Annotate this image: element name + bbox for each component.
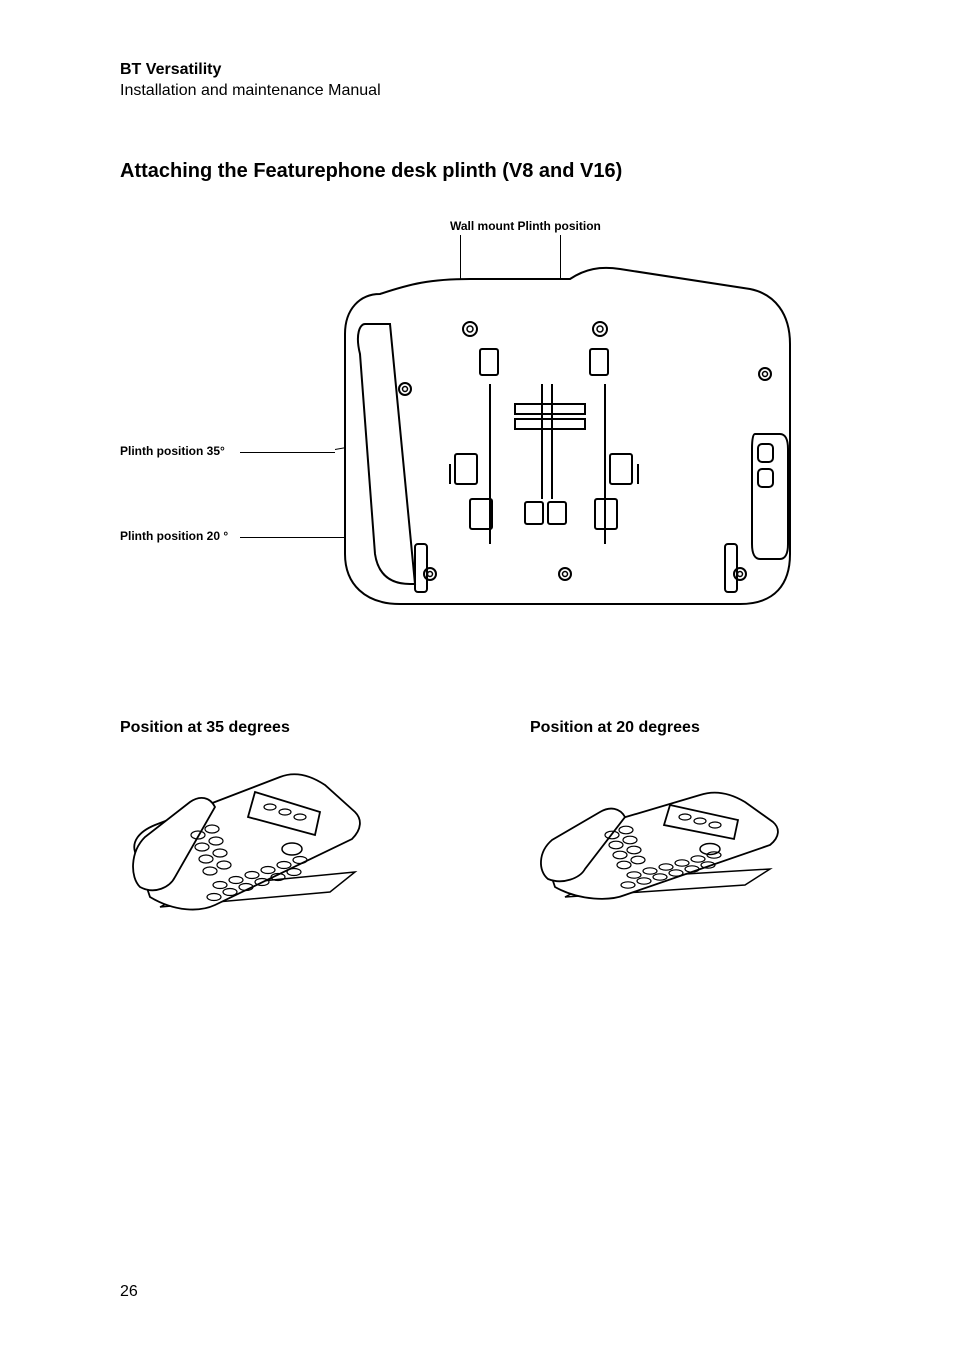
pos20-title: Position at 20 degrees: [530, 719, 780, 737]
phone-35-illustration: [120, 757, 370, 927]
phone-20-illustration: [530, 757, 780, 927]
header-product: BT Versatility: [120, 60, 859, 81]
plinth-diagram: Wall mount Plinth position Plinth positi…: [120, 219, 840, 649]
section-heading: Attaching the Featurephone desk plinth (…: [120, 160, 859, 183]
pos35-title: Position at 35 degrees: [120, 719, 370, 737]
header-doc-title: Installation and maintenance Manual: [120, 81, 859, 102]
diagram-label-20: Plinth position 20 °: [120, 529, 228, 543]
diagram-label-wall: Wall mount Plinth position: [450, 219, 601, 233]
page-number: 26: [120, 1283, 138, 1301]
diagram-label-35: Plinth position 35°: [120, 444, 225, 458]
phone-back-outline: [320, 254, 810, 624]
